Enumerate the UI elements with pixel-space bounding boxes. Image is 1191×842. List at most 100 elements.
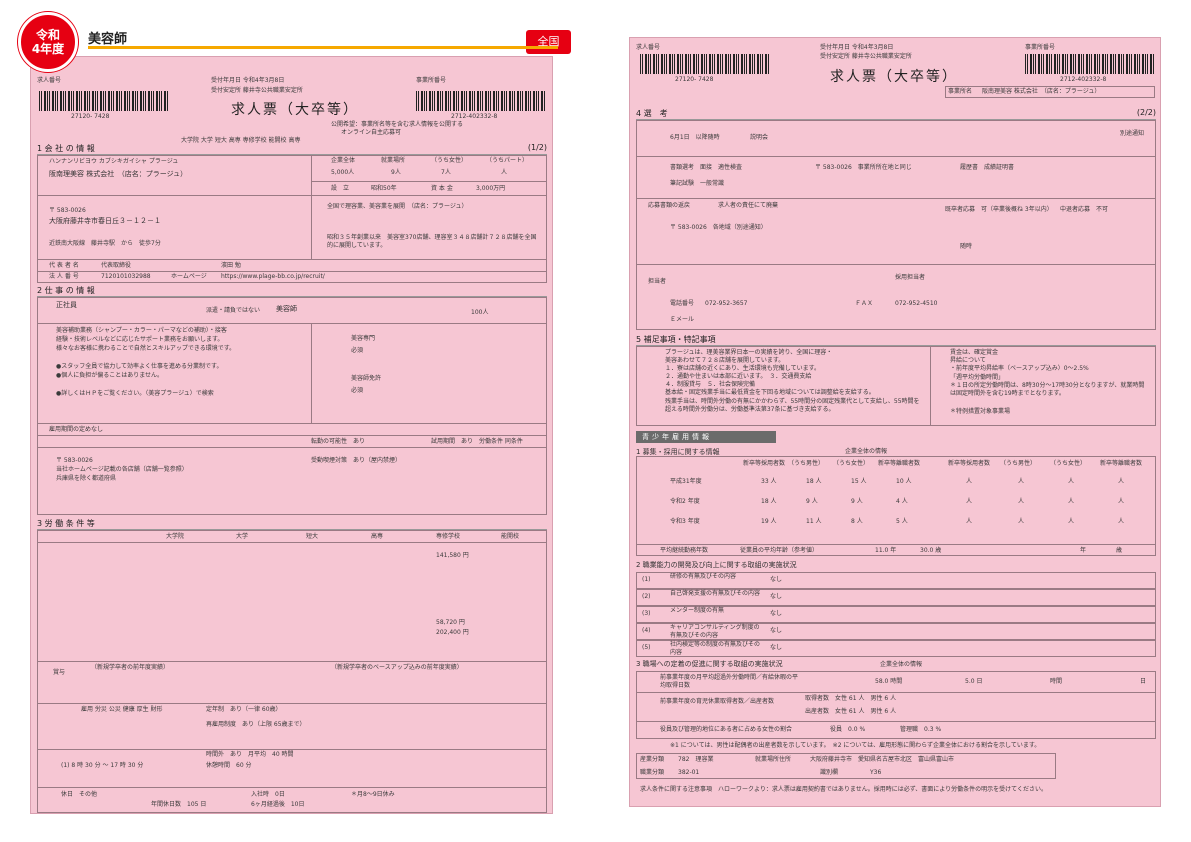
work-site-2: 兵庫県を除く都道府県 — [56, 475, 117, 482]
youth-col-header: 新卒等離職者数 — [878, 460, 921, 467]
youth-2-row — [636, 589, 1156, 606]
transfer: 転勤の可能性 あり — [311, 438, 366, 445]
youth-2-no: (2) — [642, 593, 651, 600]
oubo-shorui: 履歴書 成績証明書 — [960, 164, 1015, 171]
youth-2-label-cell: 社内検定等の制度の有無及びその内容 — [670, 641, 761, 656]
youth-cell: 人 — [966, 478, 973, 485]
kyukei: 休憩時間 60 分 — [206, 762, 252, 769]
employment-period: 雇用期間の定めなし — [49, 426, 104, 433]
kinzoku-label: 平均継続勤務年数 — [660, 547, 709, 554]
tel[interactable]: 072-952-3657 — [705, 300, 748, 307]
oubo-henrei: 求人者の責任にて廃棄 — [718, 202, 779, 209]
teishutsu-saki: 〒 583-0026 事業所所在地と同じ — [815, 164, 912, 171]
youth-row-year: 平成31年度 — [670, 478, 702, 485]
youth-2-value: なし — [770, 627, 783, 634]
youth-cell: 33 人 — [761, 478, 777, 485]
youth-2-value: なし — [770, 576, 783, 583]
divider — [636, 721, 1156, 722]
trial-period: 試用期間 あり 労働条件 同条件 — [431, 438, 523, 445]
divider — [636, 264, 1156, 265]
occupation-title: 美容師 — [88, 32, 128, 47]
youth-1-label: 1 募集・採用に関する情報 — [636, 448, 720, 456]
youth-col-header: （うち男性） — [788, 460, 825, 467]
senko-hoho: 書類選考 面接 適性検査 — [670, 164, 743, 171]
youth-2-no: (1) — [642, 576, 651, 583]
job-note-1: ●スタッフ全員で協力して効率よく仕事を進める分業制です。 — [56, 363, 223, 370]
barcode-kyujin-number: 27120- 7428 — [71, 113, 110, 120]
y3-r2-taken: 取得者数 女性 61 人 男性 6 人 — [805, 695, 897, 702]
youth-col-header: （うち男性） — [1000, 460, 1037, 467]
divider — [311, 181, 547, 182]
y3-r3-label: 役員及び管理的地位にある者に占める女性の割合 — [660, 726, 793, 733]
goukei: 202,400 円 — [436, 629, 469, 636]
emp-female: 7人 — [441, 169, 451, 176]
kyujin-bango-label-2: 求人番号 — [636, 44, 661, 51]
uketsuke-date: 受付年月日 令和4年3月8日 — [211, 77, 285, 84]
kihonkyu: 141,580 円 — [436, 552, 469, 559]
hosoku-1: プラージュは、理美容業界日本一の実績を誇り、全国に理容・ — [665, 349, 833, 356]
company-feature: 昭和３５年創業以来 美容室370店舗、理容室３４８店舗計７２８店舗を全国的に展開… — [327, 234, 537, 249]
job-info-box — [37, 297, 547, 515]
youth-cell: 人 — [1018, 498, 1025, 505]
job-sheet-page-2: 求人番号 受付年月日 令和4年3月8日 受付安定所 藤井寺公共職業安定所 事業所… — [629, 37, 1161, 807]
job-note-3: ●詳しくはＨＰをご覧ください。（美容プラージュ）で検索 — [56, 390, 214, 397]
fax: 072-952-4510 — [895, 300, 938, 307]
hosoku-2: 美容あわせて７２８店舗を展開しています。 — [665, 357, 785, 364]
hikki-shiken: 筆記試験 一般常識 — [670, 180, 725, 187]
access: 近鉄南大阪線 藤井寺駅 から 徒歩7分 — [49, 240, 161, 247]
kanyu-hoken: 雇用 労災 公災 健康 厚生 財形 — [81, 706, 163, 713]
hissu-1: 必須 — [351, 347, 364, 354]
title-underline — [88, 46, 558, 49]
youth-cell: 人 — [1018, 478, 1025, 485]
youth-2-value: なし — [770, 644, 783, 651]
saikoyo: 再雇用制度 あり（上限 65歳まで） — [206, 721, 306, 728]
col-senshu: 専修学校 — [436, 533, 461, 540]
youth-cell: 18 人 — [806, 478, 822, 485]
shoyo: （新規学卒者の前年度実績） — [91, 664, 170, 671]
divider — [37, 703, 547, 704]
postal-code: 〒 583-0026 — [49, 207, 86, 214]
nyusha-bi: 随時 — [960, 243, 973, 250]
company-name: 阪南理美容 株式会社 （店名：プラージュ） — [49, 170, 188, 178]
col-daigakuin: 大学院 — [166, 533, 185, 540]
form-title: 求人票（大卒等） — [231, 102, 359, 118]
holiday-note: ＊月8～9日休み — [351, 791, 395, 798]
youth-2-value: なし — [770, 593, 783, 600]
homepage-link[interactable]: https://www.plage-bb.co.jp/recruit/ — [221, 273, 325, 280]
kinzoku-right: 年 歳 — [1080, 547, 1123, 554]
oubo-label: 応募書類の返戻 — [648, 202, 691, 209]
youth-cell: 人 — [1118, 498, 1125, 505]
email-label: Ｅメール — [670, 316, 695, 323]
youth-cell: 人 — [1118, 518, 1125, 525]
youth-cell: 9 人 — [806, 498, 818, 505]
sangyo-label: 産業分類 — [640, 756, 665, 763]
youth-2-row — [636, 572, 1156, 589]
section-2-title: 2 仕 事 の 情 報 — [37, 286, 95, 295]
section-2-heading: 2 仕 事 の 情 報 — [37, 285, 547, 297]
hosoku-6: 基本給・固定残業手当に最低賃金を下回る地域については調整給を支給する。 — [665, 389, 875, 396]
company-label-2: 事業所名 — [948, 88, 973, 95]
emp-female-label: （うち女性） — [431, 157, 468, 164]
emp-site: 9人 — [391, 169, 401, 176]
page-number-2: (2/2) — [1136, 108, 1156, 117]
kisotsu-oubo: 既卒者応募 可（卒業後概ね 3年以内） — [945, 206, 1053, 213]
barcode-kyujin-number-2: 27120- 7428 — [675, 76, 714, 83]
badge-line1: 令和 — [35, 28, 60, 42]
section-1-heading: 1 会 社 の 情 報 (1/2) — [37, 143, 547, 155]
jouken-5: ＊１日の所定労働時間は、8時30分～17時30分となりますが、就業時間は固定時間… — [950, 382, 1145, 397]
company-address: 大阪府藤井寺市春日丘３－１２－１ — [49, 217, 161, 225]
kotei-zangyo: 58,720 円 — [436, 619, 465, 626]
shugyo-label: 就業場所住所 — [755, 756, 792, 763]
uketsuke-date-2: 受付年月日 令和4年3月8日 — [820, 44, 894, 51]
company-name-2: 阪南理美容 株式会社 （店名：プラージュ） — [982, 88, 1101, 95]
divider — [930, 346, 931, 426]
menkyo: 美容師免許 — [351, 375, 382, 382]
rep-label: 代 表 者 名 — [49, 262, 79, 269]
section-5-heading: 5 補足事項・特記事項 — [636, 334, 1156, 346]
youth-cell: 人 — [966, 498, 973, 505]
hosoku-box — [636, 346, 1156, 426]
section-1-title: 1 会 社 の 情 報 — [37, 144, 95, 153]
tel-label: 電話番号 — [670, 300, 695, 307]
shokugyo: 382-01 — [678, 769, 700, 776]
uketsuke-office-2: 受付安定所 藤井寺公共職業安定所 — [820, 53, 912, 60]
